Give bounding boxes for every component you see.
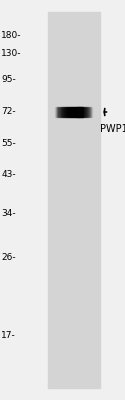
Text: 26-: 26- bbox=[1, 254, 16, 262]
Bar bbox=[61, 107, 62, 117]
Bar bbox=[91, 107, 92, 117]
Text: 72-: 72- bbox=[1, 108, 16, 116]
Text: 34-: 34- bbox=[1, 210, 16, 218]
Bar bbox=[60, 107, 61, 117]
Bar bbox=[55, 107, 57, 117]
Bar bbox=[92, 107, 93, 117]
Bar bbox=[70, 107, 71, 117]
Bar bbox=[57, 107, 58, 117]
Bar bbox=[64, 107, 65, 117]
Bar bbox=[65, 107, 66, 117]
Bar bbox=[86, 107, 87, 117]
Bar bbox=[58, 107, 59, 117]
Bar bbox=[88, 107, 89, 117]
Bar bbox=[89, 107, 90, 117]
Bar bbox=[73, 107, 74, 117]
Bar bbox=[56, 107, 58, 117]
Bar bbox=[85, 107, 86, 117]
Bar bbox=[74, 107, 75, 117]
Bar bbox=[79, 107, 81, 117]
Bar bbox=[80, 107, 82, 117]
Bar bbox=[48, 12, 100, 388]
Bar bbox=[83, 107, 84, 117]
Bar bbox=[54, 107, 56, 117]
Bar bbox=[68, 107, 69, 117]
Bar bbox=[78, 107, 80, 117]
Bar bbox=[87, 107, 88, 117]
Bar bbox=[84, 107, 85, 117]
Text: 43-: 43- bbox=[1, 170, 16, 178]
Text: 130-: 130- bbox=[1, 50, 22, 58]
Text: PWP1: PWP1 bbox=[100, 124, 125, 134]
Bar bbox=[81, 107, 82, 117]
Bar bbox=[75, 107, 76, 117]
Bar bbox=[82, 107, 84, 117]
Bar bbox=[90, 107, 91, 117]
Text: 180-: 180- bbox=[1, 32, 22, 40]
Bar bbox=[76, 107, 78, 117]
Bar bbox=[76, 107, 77, 117]
Bar bbox=[72, 107, 73, 117]
Bar bbox=[63, 107, 64, 117]
Bar bbox=[78, 107, 79, 117]
Bar bbox=[62, 107, 63, 117]
Text: 55-: 55- bbox=[1, 140, 16, 148]
Text: 17-: 17- bbox=[1, 332, 16, 340]
Text: 95-: 95- bbox=[1, 76, 16, 84]
Bar bbox=[71, 107, 72, 117]
Bar bbox=[67, 107, 68, 117]
Bar bbox=[66, 107, 67, 117]
Bar bbox=[69, 107, 70, 117]
Bar bbox=[59, 107, 60, 117]
